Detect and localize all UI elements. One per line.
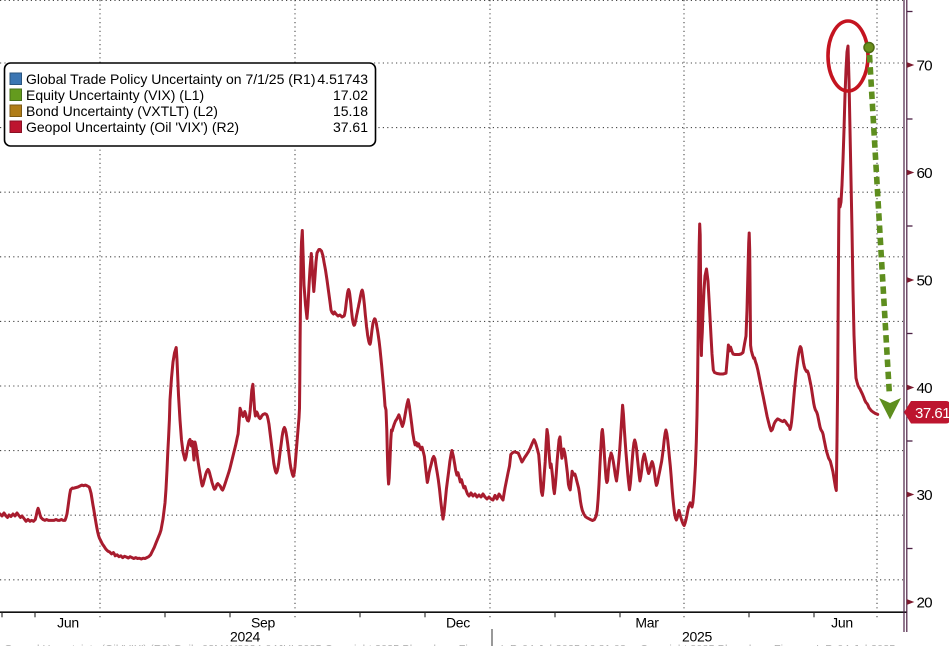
svg-text:2025: 2025 <box>682 629 712 645</box>
svg-text:Geopol Uncertainty (Oil 'VIX'): Geopol Uncertainty (Oil 'VIX') (R2) <box>26 119 239 135</box>
svg-text:70: 70 <box>917 57 933 74</box>
svg-text:Bond Uncertainty (VXTLT) (L2): Bond Uncertainty (VXTLT) (L2) <box>26 103 218 119</box>
svg-text:4.51743: 4.51743 <box>317 71 368 87</box>
svg-text:Geopol Uncertainty (Oil 'VIX'): Geopol Uncertainty (Oil 'VIX') (R2) Dail… <box>4 644 626 646</box>
svg-text:Jun: Jun <box>57 615 79 631</box>
svg-text:20: 20 <box>917 594 933 611</box>
svg-text:Global Trade Policy Uncertaint: Global Trade Policy Uncertainty on 7/1/2… <box>26 71 315 87</box>
svg-text:Sep: Sep <box>251 615 276 631</box>
svg-text:Equity Uncertainty (VIX) (L1): Equity Uncertainty (VIX) (L1) <box>26 87 204 103</box>
svg-text:Mar: Mar <box>635 615 659 631</box>
svg-text:15.18: 15.18 <box>333 103 368 119</box>
svg-text:2024: 2024 <box>230 629 260 645</box>
svg-text:Jun: Jun <box>831 615 853 631</box>
svg-text:30: 30 <box>917 487 933 504</box>
svg-text:60: 60 <box>917 165 933 182</box>
svg-text:Copyright 2025 Bloomberg Finan: Copyright 2025 Bloomberg Finance L.P. 04… <box>640 644 895 646</box>
svg-text:Dec: Dec <box>446 615 470 631</box>
svg-text:17.02: 17.02 <box>333 87 368 103</box>
svg-text:37.61: 37.61 <box>915 405 949 422</box>
svg-text:40: 40 <box>917 380 933 397</box>
svg-text:50: 50 <box>917 272 933 289</box>
svg-text:37.61: 37.61 <box>333 119 368 135</box>
